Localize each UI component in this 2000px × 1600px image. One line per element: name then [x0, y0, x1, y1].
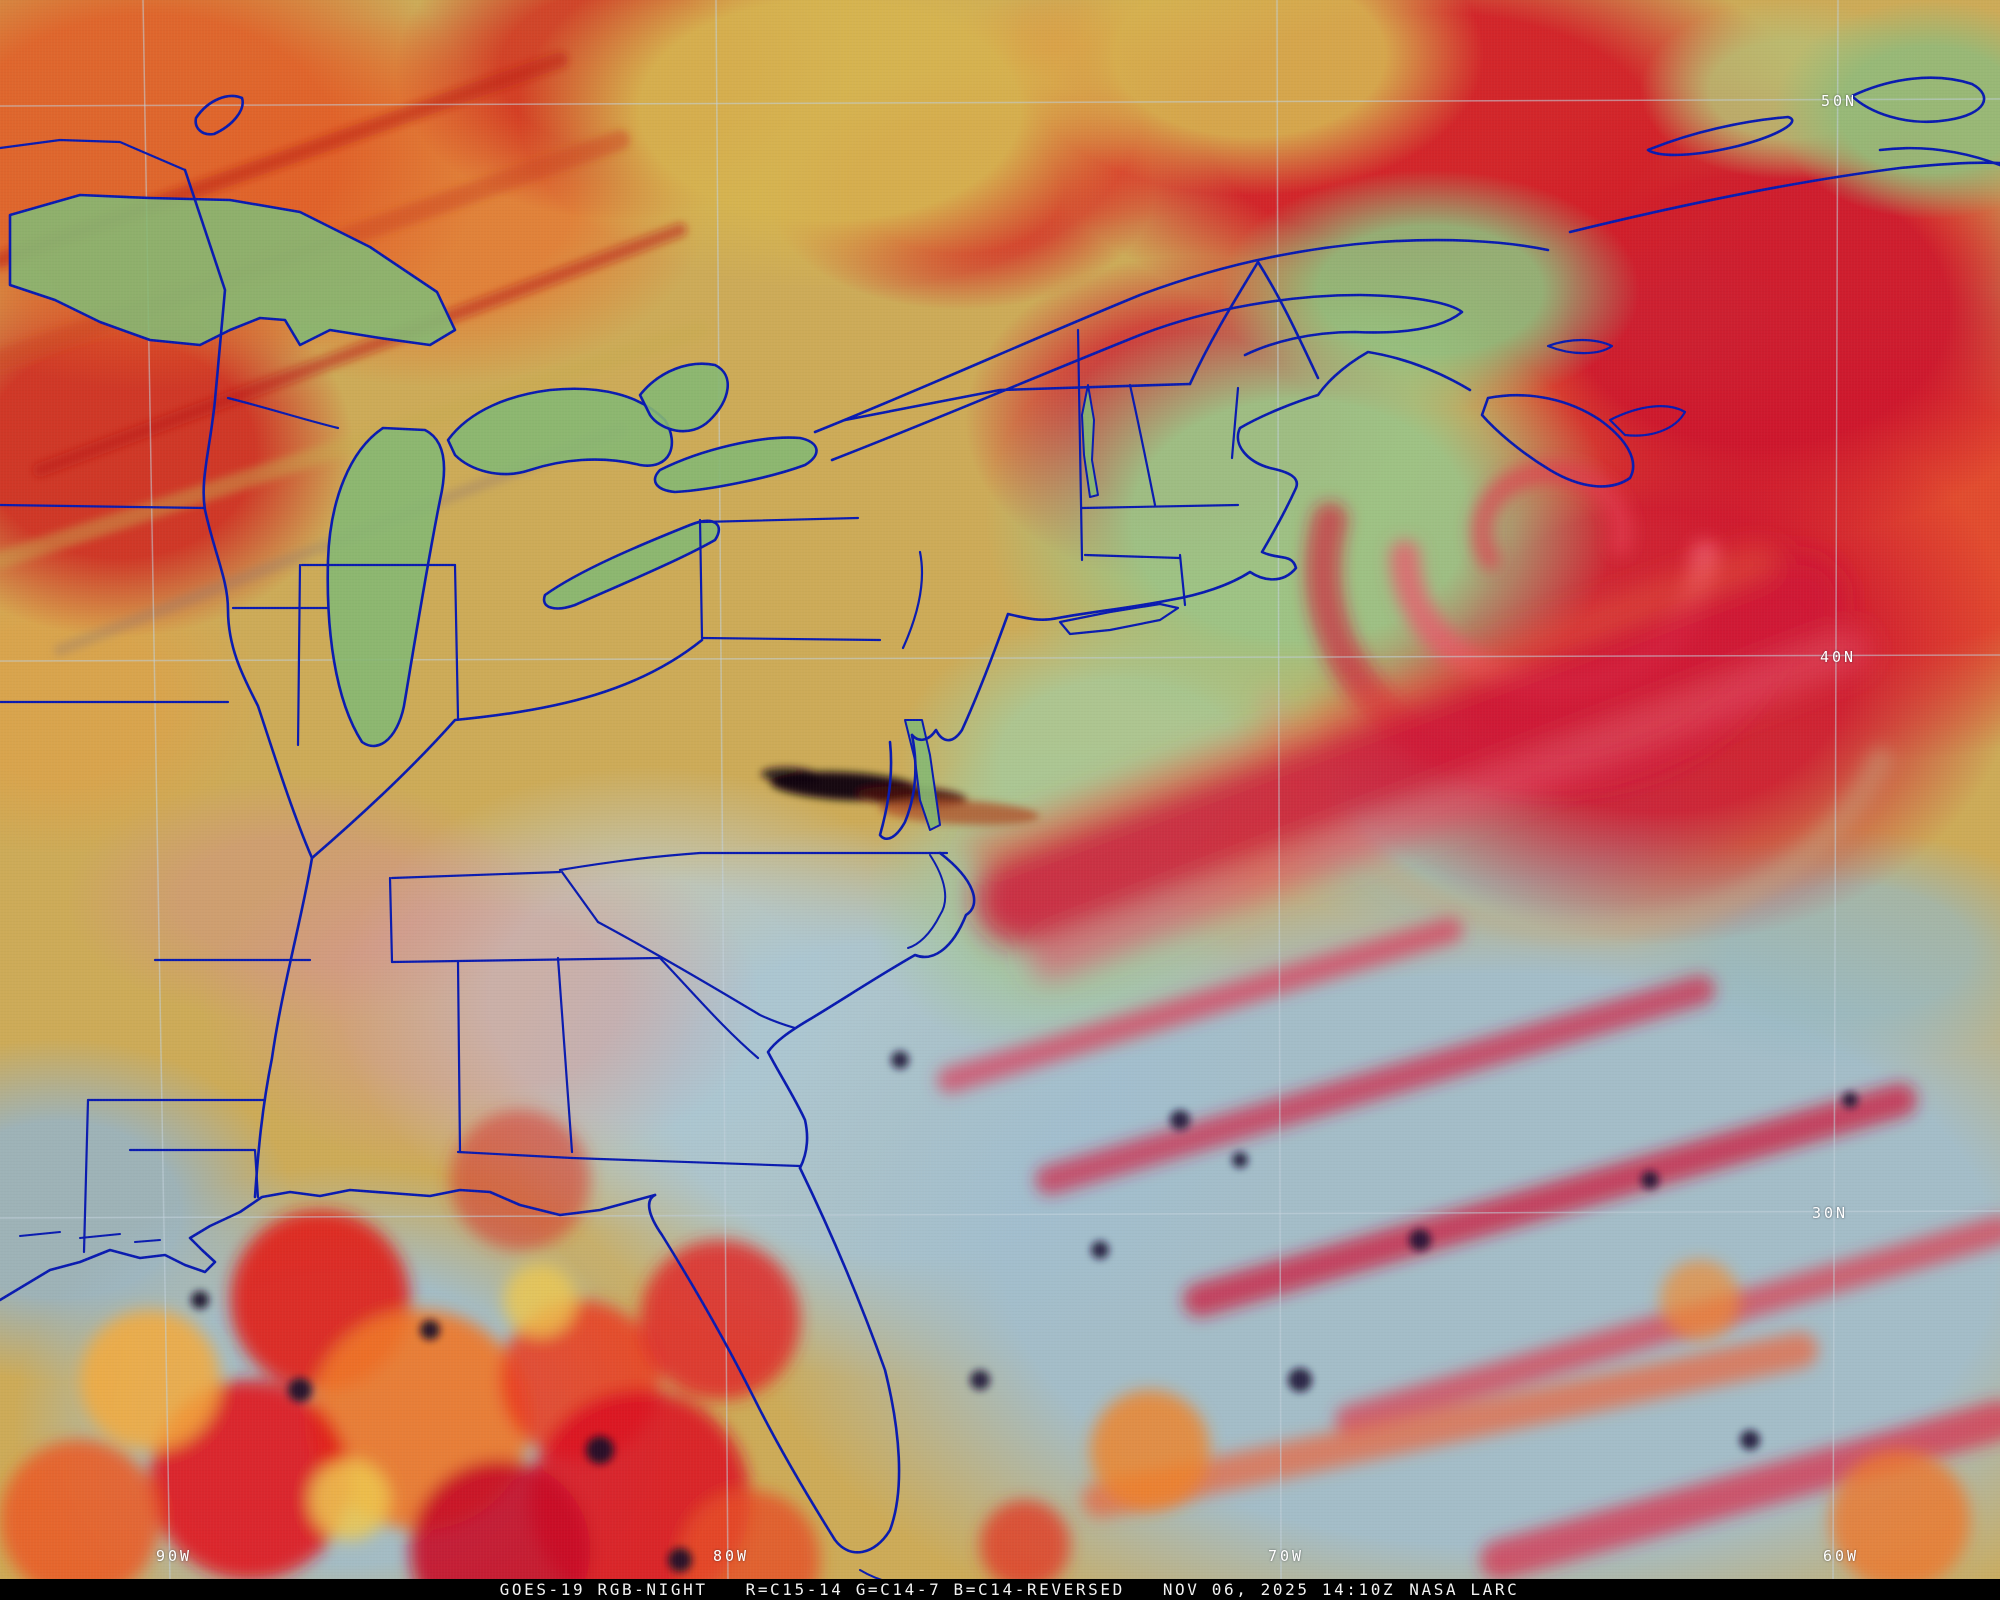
lon-label-60w: 60W [1822, 1547, 1860, 1565]
il-in-border [296, 563, 302, 747]
tn-south-border [390, 956, 662, 964]
graticule-80w [715, 0, 729, 1581]
smoke-plume [760, 767, 1040, 825]
pa-md-border [700, 636, 882, 642]
nh-me-border [1230, 386, 1240, 460]
lat-label-30n: 30N [1811, 1204, 1849, 1222]
lon-label-70w: 70W [1267, 1547, 1305, 1565]
maine-border [1188, 260, 1320, 386]
tx-la-border [82, 1098, 90, 1254]
map-borders [0, 76, 2000, 1587]
lakes [8, 94, 1099, 831]
caption-credit: NASA LARC [1409, 1580, 1520, 1599]
ohio-river [310, 638, 704, 860]
oh-pa-border [698, 518, 704, 640]
lake-erie [542, 519, 721, 610]
mn-canada-border [0, 138, 187, 172]
mid-atlantic-coast [878, 733, 917, 841]
gulf-coastline [0, 1188, 657, 1302]
lake-michigan [326, 426, 446, 748]
lake-huron [446, 387, 674, 476]
quebec-north-shore [1568, 161, 2000, 234]
nova-scotia [1480, 394, 1635, 488]
caption-datetime: NOV 06, 2025 14:10Z [1162, 1580, 1396, 1599]
cape-breton [1608, 405, 1687, 437]
lake-ontario [653, 436, 818, 494]
mn-border-mississippi [183, 168, 314, 1199]
ma-north-border [1080, 503, 1240, 510]
tn-nc-border [558, 851, 702, 872]
ct-ma-border [1083, 553, 1182, 560]
st-lawrence-south-bank [830, 293, 1464, 462]
tn-west-border [388, 876, 394, 964]
lake-champlain [1081, 384, 1099, 498]
caption-channels: R=C15-14 G=C14-7 B=C14-REVERSED [745, 1580, 1125, 1599]
east-coastline [910, 350, 1472, 742]
delaware-river [901, 550, 924, 650]
us-canada-45n [843, 382, 1192, 422]
al-fl-border [456, 1150, 574, 1160]
vt-nh-border [1128, 383, 1157, 507]
tn-nc-mountain [560, 870, 600, 924]
in-oh-border [453, 563, 460, 720]
ny-vt-border [1076, 328, 1084, 562]
nc-sc-border [596, 920, 797, 1030]
caption-product: GOES-19 RGB-NIGHT [499, 1580, 708, 1599]
mn-ia-border [0, 503, 207, 510]
al-ga-border [556, 956, 574, 1154]
pa-ny-border [700, 516, 860, 524]
ga-sc-border [658, 956, 760, 1060]
cloud-texture-streaks [0, 52, 2000, 1600]
caption-bar: GOES-19 RGB-NIGHT R=C15-14 G=C14-7 B=C14… [0, 1579, 2000, 1600]
georgian-bay [638, 362, 730, 433]
anticosti-island [1646, 115, 1794, 157]
graticule-60w [1832, 0, 1839, 1581]
la-ms-border [128, 1148, 260, 1199]
lat-label-50n: 50N [1820, 92, 1858, 110]
barrier-islands [19, 1231, 161, 1243]
st-lawrence-north-bank [813, 238, 1550, 434]
newfoundland-coast [1850, 76, 2000, 167]
lake-superior [8, 193, 457, 347]
graticule-30n [0, 1210, 2000, 1219]
lat-label-40n: 40N [1819, 648, 1857, 666]
lon-label-90w: 90W [155, 1547, 193, 1565]
prince-edward-island [1546, 338, 1614, 355]
ga-fl-border [570, 1156, 802, 1168]
graticule-50n [0, 98, 2000, 107]
ct-ri-border [1178, 553, 1187, 607]
isle-royale [194, 94, 244, 136]
wi-mi-border [226, 396, 340, 430]
carolina-sounds [907, 854, 947, 949]
graticule-70w [1276, 0, 1282, 1581]
lon-label-80w: 80W [712, 1547, 750, 1565]
long-island [1058, 602, 1180, 636]
ms-al-border [456, 960, 462, 1154]
outer-banks [766, 851, 976, 1170]
florida-peninsula [647, 1166, 901, 1554]
ky-tn-border [390, 870, 562, 880]
